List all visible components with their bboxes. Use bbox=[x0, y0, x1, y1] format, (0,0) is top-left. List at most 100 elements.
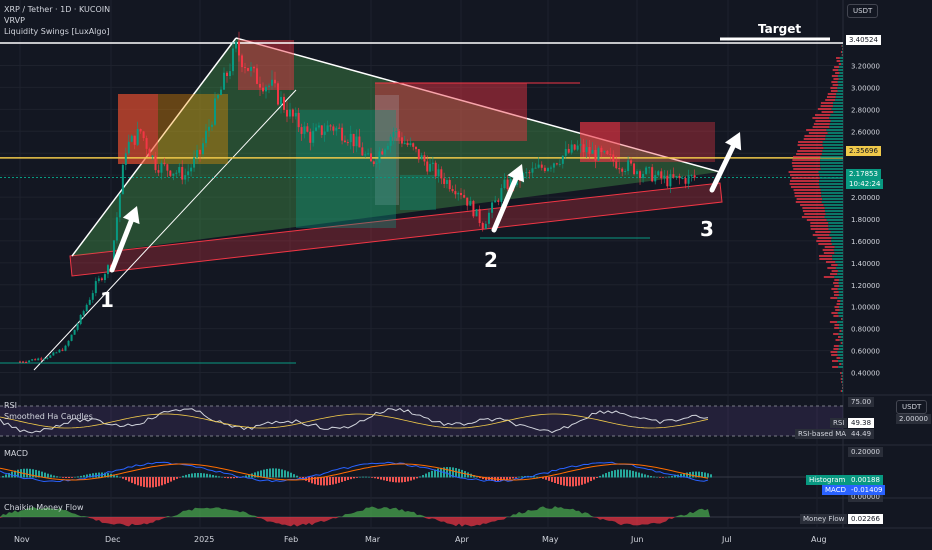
candle-body bbox=[286, 109, 288, 117]
macd-hist-bar bbox=[452, 467, 454, 478]
candle-body bbox=[262, 87, 264, 92]
cmf-title[interactable]: Chaikin Money Flow bbox=[4, 503, 84, 512]
candle-body bbox=[669, 174, 672, 187]
volume-bar-buy bbox=[837, 87, 843, 89]
volume-bar-sell bbox=[841, 375, 843, 377]
volume-bar-buy bbox=[821, 195, 843, 197]
price-tick-8: 1.60000 bbox=[851, 238, 880, 246]
macd-hist-bar bbox=[206, 473, 208, 478]
volume-bar-sell bbox=[808, 132, 828, 134]
rsi-currency-button[interactable]: USDT bbox=[896, 400, 928, 414]
macd-hist-bar bbox=[599, 475, 601, 478]
volume-bar-buy bbox=[834, 252, 843, 254]
macd-hist-bar bbox=[41, 471, 43, 478]
candle-body bbox=[79, 314, 82, 325]
volume-bar-sell bbox=[840, 390, 842, 392]
volume-bar-sell bbox=[842, 387, 843, 389]
candle-body bbox=[466, 197, 469, 206]
volume-bar-buy bbox=[831, 108, 843, 110]
macd-hist-bar bbox=[212, 475, 214, 478]
macd-hist-bar bbox=[245, 475, 247, 478]
volume-bar-buy bbox=[837, 288, 843, 290]
volume-bar-sell bbox=[789, 183, 819, 185]
macd-value: -0.01409 bbox=[848, 485, 886, 495]
indicator-vrvp[interactable]: VRVP bbox=[4, 16, 25, 25]
candle-body bbox=[472, 201, 475, 217]
candle-body bbox=[317, 125, 320, 128]
volume-bar-sell bbox=[803, 138, 826, 140]
candle-body bbox=[178, 167, 181, 173]
macd-hist-bar bbox=[575, 477, 577, 487]
time-label-aug: Aug bbox=[811, 535, 827, 544]
macd-hist-bar bbox=[221, 476, 223, 478]
candle-body bbox=[573, 144, 576, 150]
volume-bar-buy bbox=[839, 66, 843, 68]
volume-bar-sell bbox=[825, 261, 836, 263]
candle-body bbox=[91, 293, 94, 300]
volume-bar-buy bbox=[830, 120, 843, 122]
volume-bar-buy bbox=[840, 357, 843, 359]
macd-hist-bar bbox=[416, 477, 418, 479]
volume-bar-sell bbox=[812, 126, 830, 128]
candle-body bbox=[106, 265, 109, 275]
volume-bar-buy bbox=[831, 237, 843, 239]
macd-hist-bar bbox=[644, 474, 646, 478]
macd-hist-bar bbox=[485, 477, 487, 480]
candle-body bbox=[693, 175, 696, 178]
candle-body bbox=[591, 149, 594, 154]
macd-hist-bar bbox=[203, 473, 205, 478]
macd-hist-bar bbox=[659, 477, 661, 478]
macd-title[interactable]: MACD bbox=[4, 449, 28, 458]
volume-bar-buy bbox=[821, 153, 843, 155]
volume-bar-sell bbox=[830, 351, 838, 353]
currency-button[interactable]: USDT bbox=[847, 4, 879, 18]
rsi-subtitle[interactable]: Smoothed Ha Candles bbox=[4, 412, 93, 421]
volume-bar-sell bbox=[820, 102, 834, 104]
volume-bar-sell bbox=[802, 210, 825, 212]
volume-bar-buy bbox=[841, 372, 843, 374]
candle-body bbox=[315, 127, 318, 131]
rsi-ma-label: RSI-based MA bbox=[795, 429, 850, 439]
macd-hist-bar bbox=[458, 468, 460, 478]
candle-body bbox=[172, 173, 175, 176]
volume-bar-buy bbox=[840, 300, 843, 302]
candle-body bbox=[136, 128, 139, 145]
symbol-title[interactable]: XRP / Tether · 1D · KUCOIN bbox=[4, 5, 111, 14]
supply-zone-jun bbox=[580, 122, 715, 162]
volume-bar-buy bbox=[824, 207, 843, 209]
candle-body bbox=[469, 201, 472, 206]
volume-bar-buy bbox=[839, 306, 843, 308]
macd-hist-bar bbox=[650, 475, 652, 478]
volume-bar-buy bbox=[820, 189, 843, 191]
candle-body bbox=[271, 79, 273, 86]
macd-hist-bar bbox=[179, 477, 181, 478]
candle-body bbox=[127, 141, 130, 154]
macd-hist-bar bbox=[26, 468, 28, 478]
macd-hist-bar bbox=[377, 477, 379, 479]
candle-body bbox=[76, 324, 79, 330]
macd-hist-bar bbox=[374, 477, 376, 479]
cmf-negative-area bbox=[0, 517, 710, 527]
volume-bar-sell bbox=[830, 90, 838, 92]
volume-bar-buy bbox=[819, 177, 843, 179]
candle-body bbox=[358, 136, 361, 148]
candle-body bbox=[675, 176, 678, 178]
candle-body bbox=[681, 177, 684, 179]
candle-body bbox=[349, 133, 352, 143]
candle-body bbox=[648, 167, 651, 169]
candle-body bbox=[372, 161, 375, 164]
candle-body bbox=[666, 175, 669, 187]
candle-body bbox=[341, 127, 344, 141]
volume-bar-buy bbox=[837, 90, 843, 92]
indicator-liquidity-swings[interactable]: Liquidity Swings [LuxAlgo] bbox=[4, 27, 110, 36]
macd-hist-bar bbox=[125, 477, 127, 481]
macd-hist-bar bbox=[47, 473, 49, 478]
candle-body bbox=[19, 361, 21, 363]
rsi-title[interactable]: RSI bbox=[4, 401, 17, 410]
macd-hist-bar bbox=[188, 474, 190, 478]
candle-body bbox=[579, 144, 582, 146]
macd-hist-bar bbox=[542, 477, 544, 479]
macd-hist-bar bbox=[434, 469, 436, 478]
volume-bar-sell bbox=[804, 135, 826, 137]
